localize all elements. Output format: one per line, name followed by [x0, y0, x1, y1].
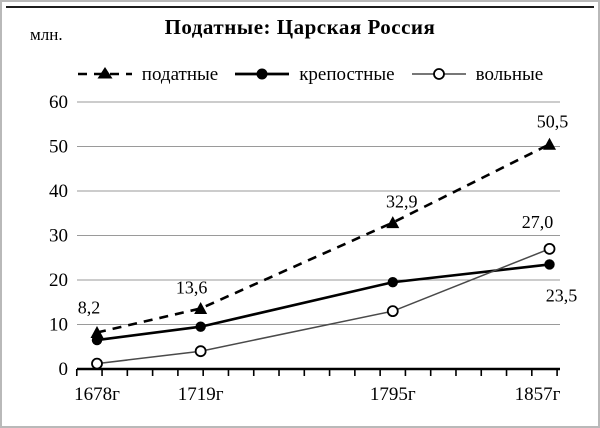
open-circle-marker-volnye	[91, 357, 103, 370]
triangle-marker-podatnye	[194, 301, 208, 314]
data-label-krepostnye: 23,5	[546, 285, 578, 305]
chart-title: Податные: Царская Россия	[164, 15, 436, 39]
y-tick-label: 0	[59, 359, 69, 380]
legend-item-podatnye: податные	[77, 65, 218, 84]
data-label-podatnye: 32,9	[386, 192, 418, 212]
y-axis-unit-label: млн.	[30, 25, 63, 44]
legend-label-volnye: вольные	[475, 63, 544, 85]
top-rule-divider	[6, 6, 594, 8]
open-circle-legend-icon	[411, 68, 466, 80]
filled-circle-marker-krepostnye	[91, 334, 103, 346]
y-tick-label: 60	[49, 92, 68, 113]
data-label-volnye: 27,0	[522, 212, 554, 232]
x-tick-label: 1795г	[370, 384, 416, 405]
open-circle-marker-volnye	[194, 345, 207, 358]
legend-item-krepostnye: крепостные	[234, 63, 395, 85]
dashed-triangle-legend-icon	[77, 67, 132, 79]
triangle-marker-podatnye	[90, 326, 104, 339]
x-tick-label: 1857г	[515, 384, 561, 405]
y-tick-label: 20	[49, 270, 68, 291]
y-tick-label: 10	[49, 315, 68, 336]
data-label-podatnye: 50,5	[537, 111, 569, 131]
series-line-podatnye	[96, 143, 551, 334]
open-circle-marker-volnye	[386, 305, 399, 318]
series-line-volnye	[96, 248, 550, 365]
data-label-podatnye: 8,2	[78, 298, 101, 318]
legend-label-krepostnye: крепостные	[299, 63, 395, 85]
legend-item-volnye: вольные	[411, 63, 544, 85]
data-label-podatnye: 13,6	[176, 277, 208, 297]
legend: податные крепостные вольные	[42, 61, 578, 87]
y-tick-label: 30	[49, 226, 68, 247]
filled-circle-marker-krepostnye	[387, 277, 398, 288]
solid-circle-legend-icon	[235, 68, 290, 80]
filled-circle-marker-krepostnye	[544, 259, 555, 270]
y-tick-label: 50	[49, 137, 68, 158]
x-tick-label: 1678г	[74, 384, 120, 405]
legend-label-podatnye: податные	[141, 63, 219, 85]
triangle-marker-podatnye	[543, 137, 557, 150]
series-line-krepostnye	[96, 263, 550, 342]
y-tick-label: 40	[49, 181, 68, 202]
triangle-marker-podatnye	[386, 216, 400, 229]
filled-circle-marker-krepostnye	[195, 321, 206, 332]
x-tick-label: 1719г	[178, 384, 224, 405]
open-circle-marker-volnye	[543, 242, 556, 255]
